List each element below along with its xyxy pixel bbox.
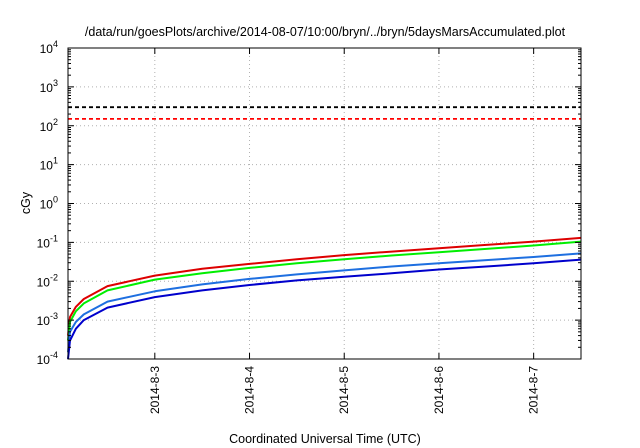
series-group [67,236,582,360]
ticks [68,47,581,360]
y-tick-label: 101 [40,156,58,173]
series-line-2 [67,240,582,341]
y-tick-label: 10-3 [37,311,58,328]
y-tick-label: 10-2 [37,272,58,289]
x-tick-label: 2014-8-6 [432,366,446,414]
y-tick-label: 104 [40,39,58,56]
y-tick-label: 102 [40,117,58,134]
x-tick-label: 2014-8-4 [243,366,257,414]
x-axis-label: Coordinated Universal Time (UTC) [229,432,421,446]
y-tick-label: 10-1 [37,233,58,250]
y-tick-labels: 10-4 10-3 10-2 10-1 100 101 102 103 104 [37,39,58,367]
chart-title: /data/run/goesPlots/archive/2014-08-07/1… [85,25,566,39]
series-line-1 [67,236,582,336]
reference-lines [68,106,581,120]
series-line-3 [67,252,582,353]
series-line-4 [67,258,582,360]
x-tick-label: 2014-8-7 [527,366,541,414]
x-tick-label: 2014-8-5 [337,366,351,414]
y-axis-label: cGy [19,191,33,214]
y-tick-label: 100 [40,195,58,212]
y-tick-label: 10-4 [37,350,58,367]
grid [68,48,581,359]
x-tick-label: 2014-8-3 [148,366,162,414]
x-tick-labels: 2014-8-3 2014-8-4 2014-8-5 2014-8-6 2014-8-7 [148,366,541,414]
y-tick-label: 103 [40,78,58,95]
